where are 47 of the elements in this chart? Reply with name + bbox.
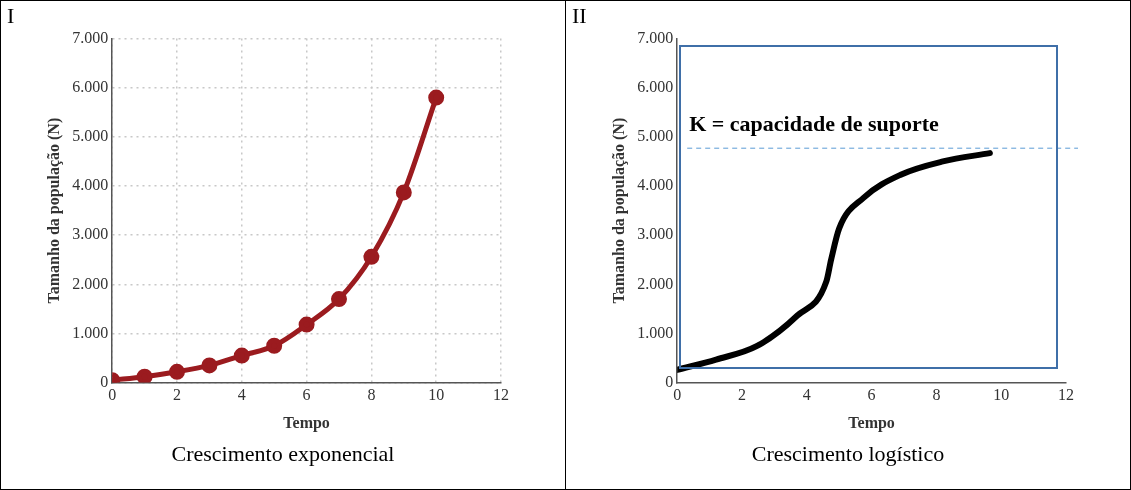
y-tick-label: 2.000 <box>72 274 109 292</box>
point <box>169 363 185 380</box>
x-tick-label: 10 <box>428 386 445 404</box>
x-tick-label: 6 <box>302 386 311 404</box>
x-tick-label: 8 <box>367 386 376 404</box>
y-axis-title: Tamanho da população (N) <box>609 117 628 304</box>
x-tick-label: 6 <box>867 386 876 404</box>
y-tick-label: 1.000 <box>637 323 674 341</box>
point <box>331 291 347 308</box>
y-tick-label: 1.000 <box>72 323 109 341</box>
point <box>233 347 250 364</box>
x-tick-label: 2 <box>173 386 181 404</box>
y-tick-label: 6.000 <box>637 77 674 95</box>
y-axis-title: Tamanho da população (N) <box>44 117 63 304</box>
point <box>298 316 315 333</box>
chart-title: II <box>572 3 587 29</box>
y-tick-label: 7.000 <box>72 28 109 46</box>
x-tick-label: 4 <box>802 386 811 404</box>
point <box>395 184 412 201</box>
y-tick-label: 3.000 <box>637 225 674 243</box>
ref-line-label: K = capacidade de suporte <box>689 110 940 136</box>
text: Crescimento exponencial <box>170 441 396 467</box>
point <box>266 337 283 354</box>
y-tick-label: 5.000 <box>637 127 674 145</box>
y-tick-label: 3.000 <box>72 225 109 243</box>
x-axis-title: Tempo <box>283 413 330 432</box>
point <box>136 368 153 383</box>
y-tick-label: 4.000 <box>72 176 109 194</box>
point <box>363 248 380 265</box>
point <box>428 89 445 106</box>
y-tick-label: 4.000 <box>637 176 674 194</box>
y-tick-label: 2.000 <box>637 274 674 292</box>
text: Crescimento logístico <box>750 441 946 467</box>
x-tick-label: 8 <box>932 386 941 404</box>
x-tick-label: 4 <box>237 386 246 404</box>
y-tick-label: 7.000 <box>637 28 674 46</box>
y-tick-label: 5.000 <box>72 127 109 145</box>
x-tick-label: 2 <box>738 386 746 404</box>
x-tick-label: 10 <box>993 386 1010 404</box>
x-tick-label: 12 <box>1058 386 1074 404</box>
point <box>201 357 218 374</box>
y-tick-label: 0 <box>665 372 674 390</box>
x-tick-label: 12 <box>493 386 509 404</box>
y-tick-label: 6.000 <box>72 77 109 95</box>
x-axis-title: Tempo <box>848 413 895 432</box>
y-tick-label: 0 <box>100 372 109 390</box>
chart-title: I <box>7 3 15 29</box>
